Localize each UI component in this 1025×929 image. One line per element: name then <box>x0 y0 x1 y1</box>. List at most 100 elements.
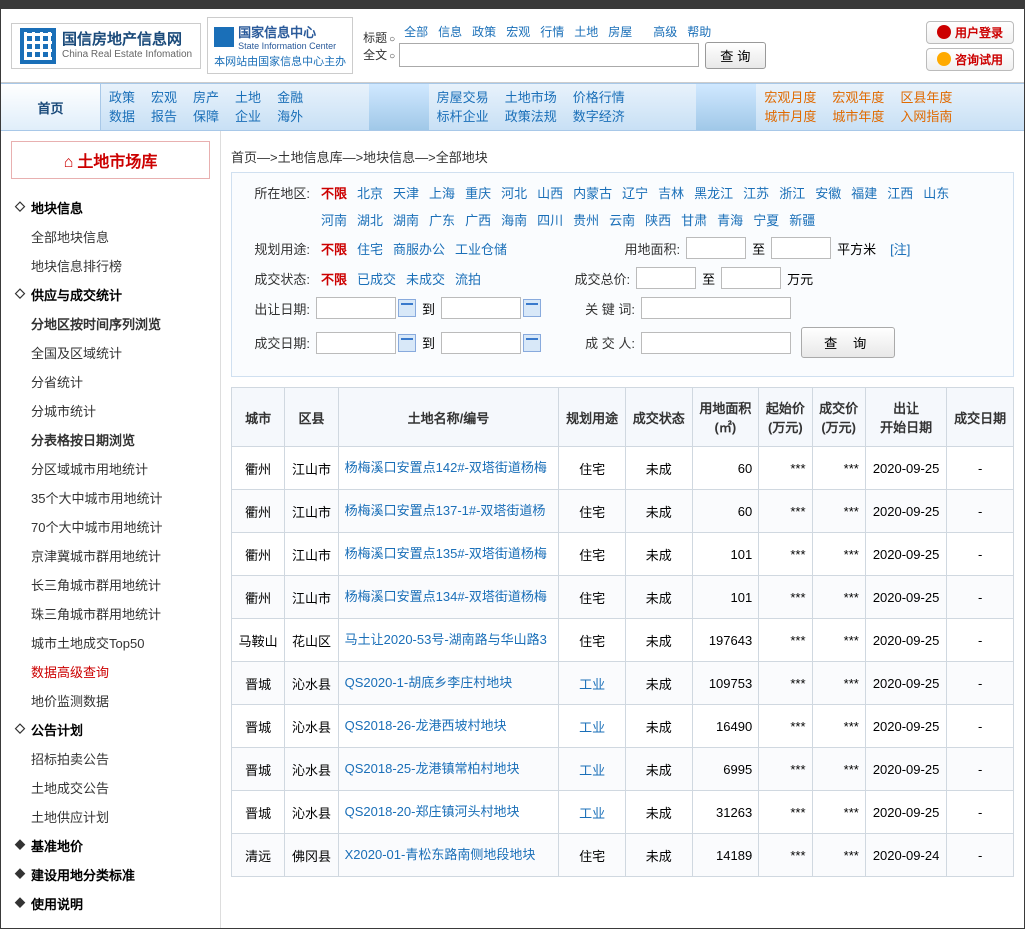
nav-link[interactable]: 海外 <box>277 107 303 127</box>
sell-date-from-input[interactable] <box>316 297 396 319</box>
nav-link[interactable]: 数据 <box>109 107 135 127</box>
table-cell[interactable]: 工业 <box>559 748 626 791</box>
sidebar-item[interactable]: 建设用地分类标准 <box>15 860 206 889</box>
filter-link[interactable]: 陕西 <box>645 213 671 228</box>
land-name-link[interactable]: QS2020-1-胡底乡李庄村地块 <box>345 672 513 691</box>
nav-link[interactable]: 政策 <box>109 88 135 108</box>
search-input[interactable] <box>399 43 699 67</box>
nav-link[interactable]: 数字经济 <box>573 107 625 127</box>
filter-link[interactable]: 海南 <box>501 213 527 228</box>
table-cell[interactable]: QS2018-25-龙港镇常柏村地块 <box>338 748 559 791</box>
help-link[interactable]: 帮助 <box>687 25 711 39</box>
filter-link[interactable]: 天津 <box>393 186 419 201</box>
top-link[interactable]: 房屋 <box>608 25 632 39</box>
sidebar-item[interactable]: 土地成交公告 <box>15 773 206 802</box>
filter-link[interactable]: 贵州 <box>573 213 599 228</box>
filter-link[interactable]: 广东 <box>429 213 455 228</box>
sidebar-item[interactable]: 全部地块信息 <box>15 222 206 251</box>
filter-link[interactable]: 湖北 <box>357 213 383 228</box>
sidebar-item[interactable]: 地价监测数据 <box>15 686 206 715</box>
sell-date-to-input[interactable] <box>441 297 521 319</box>
filter-link[interactable]: 甘肃 <box>681 213 707 228</box>
filter-link[interactable]: 内蒙古 <box>573 186 612 201</box>
filter-link[interactable]: 上海 <box>429 186 455 201</box>
filter-link[interactable]: 住宅 <box>357 242 383 257</box>
filter-link[interactable]: 湖南 <box>393 213 419 228</box>
table-cell[interactable]: QS2018-20-郑庄镇河头村地块 <box>338 791 559 834</box>
calendar-icon[interactable] <box>523 299 541 317</box>
land-name-link[interactable]: 杨梅溪口安置点137-1#-双塔街道杨 <box>345 500 546 519</box>
nav-link[interactable]: 城市年度 <box>832 107 884 127</box>
table-cell[interactable]: 工业 <box>559 791 626 834</box>
deal-date-to-input[interactable] <box>441 332 521 354</box>
sidebar-item[interactable]: 数据高级查询 <box>15 657 206 686</box>
table-cell[interactable]: 杨梅溪口安置点142#-双塔街道杨梅 <box>338 447 559 490</box>
nav-link[interactable]: 宏观年度 <box>832 88 884 108</box>
table-cell[interactable]: 杨梅溪口安置点137-1#-双塔街道杨 <box>338 490 559 533</box>
nav-link[interactable]: 金融 <box>277 88 303 108</box>
nav-link[interactable]: 宏观月度 <box>764 88 816 108</box>
nav-link[interactable]: 土地 <box>235 88 261 108</box>
sidebar-item[interactable]: 分省统计 <box>15 367 206 396</box>
filter-link[interactable]: 重庆 <box>465 186 491 201</box>
top-link[interactable]: 政策 <box>472 25 496 39</box>
filter-link[interactable]: 山东 <box>923 186 949 201</box>
land-name-link[interactable]: 马土让2020-53号-湖南路与华山路3 <box>345 629 547 648</box>
land-name-link[interactable]: 杨梅溪口安置点134#-双塔街道杨梅 <box>345 586 547 605</box>
sidebar-item[interactable]: 分城市统计 <box>15 396 206 425</box>
land-name-link[interactable]: 杨梅溪口安置点142#-双塔街道杨梅 <box>345 457 547 476</box>
filter-link[interactable]: 宁夏 <box>753 213 779 228</box>
calendar-icon[interactable] <box>523 334 541 352</box>
table-cell[interactable]: 工业 <box>559 705 626 748</box>
total-max-input[interactable] <box>721 267 781 289</box>
sidebar-item[interactable]: 分表格按日期浏览 <box>15 425 206 454</box>
table-cell[interactable]: X2020-01-青松东路南侧地段地块 <box>338 834 559 877</box>
sidebar-item[interactable]: 招标拍卖公告 <box>15 744 206 773</box>
filter-link[interactable]: 浙江 <box>779 186 805 201</box>
advanced-link[interactable]: 高级 <box>653 25 677 39</box>
filter-link[interactable]: 吉林 <box>658 186 684 201</box>
calendar-icon[interactable] <box>398 334 416 352</box>
sidebar-item[interactable]: 全国及区域统计 <box>15 338 206 367</box>
deal-date-from-input[interactable] <box>316 332 396 354</box>
filter-link[interactable]: 已成交 <box>357 272 396 287</box>
land-name-link[interactable]: 杨梅溪口安置点135#-双塔街道杨梅 <box>345 543 547 562</box>
land-name-link[interactable]: QS2018-26-龙港西坡村地块 <box>345 715 507 734</box>
filter-link[interactable]: 广西 <box>465 213 491 228</box>
top-link[interactable]: 土地 <box>574 25 598 39</box>
area-min-input[interactable] <box>686 237 746 259</box>
site-logo[interactable]: 国信房地产信息网 China Real Estate Infomation <box>11 23 201 69</box>
filter-link[interactable]: 北京 <box>357 186 383 201</box>
nav-link[interactable]: 宏观 <box>151 88 177 108</box>
land-name-link[interactable]: X2020-01-青松东路南侧地段地块 <box>345 844 536 863</box>
table-cell[interactable]: 工业 <box>559 662 626 705</box>
sidebar-item[interactable]: 使用说明 <box>15 889 206 918</box>
table-cell[interactable]: 杨梅溪口安置点134#-双塔街道杨梅 <box>338 576 559 619</box>
sidebar-item[interactable]: 分区域城市用地统计 <box>15 454 206 483</box>
sidebar-item[interactable]: 35个大中城市用地统计 <box>15 483 206 512</box>
filter-link-all[interactable]: 不限 <box>321 186 347 201</box>
top-link[interactable]: 行情 <box>540 25 564 39</box>
sidebar-item[interactable]: 土地供应计划 <box>15 802 206 831</box>
nav-link[interactable]: 政策法规 <box>505 107 557 127</box>
filter-link[interactable]: 商服办公 <box>393 242 445 257</box>
cell-link[interactable]: 工业 <box>579 677 605 692</box>
nav-link[interactable]: 报告 <box>151 107 177 127</box>
filter-link[interactable]: 江苏 <box>743 186 769 201</box>
sidebar-item[interactable]: 京津冀城市群用地统计 <box>15 541 206 570</box>
sic-logo[interactable]: 国家信息中心 State Information Center 本网站由国家信息… <box>207 17 353 74</box>
filter-link[interactable]: 黑龙江 <box>694 186 733 201</box>
fulltext-radio-label[interactable]: 全文 <box>363 48 395 62</box>
area-note[interactable]: [注] <box>890 239 910 258</box>
nav-link[interactable]: 城市月度 <box>764 107 816 127</box>
nav-link[interactable]: 区县年度 <box>900 88 952 108</box>
filter-link[interactable]: 未成交 <box>406 272 445 287</box>
cell-link[interactable]: 工业 <box>579 720 605 735</box>
sidebar-item[interactable]: 地块信息 <box>15 193 206 222</box>
cell-link[interactable]: 工业 <box>579 763 605 778</box>
title-radio-label[interactable]: 标题 <box>363 31 395 45</box>
filter-link[interactable]: 山西 <box>537 186 563 201</box>
sidebar-item[interactable]: 基准地价 <box>15 831 206 860</box>
table-cell[interactable]: QS2018-26-龙港西坡村地块 <box>338 705 559 748</box>
calendar-icon[interactable] <box>398 299 416 317</box>
